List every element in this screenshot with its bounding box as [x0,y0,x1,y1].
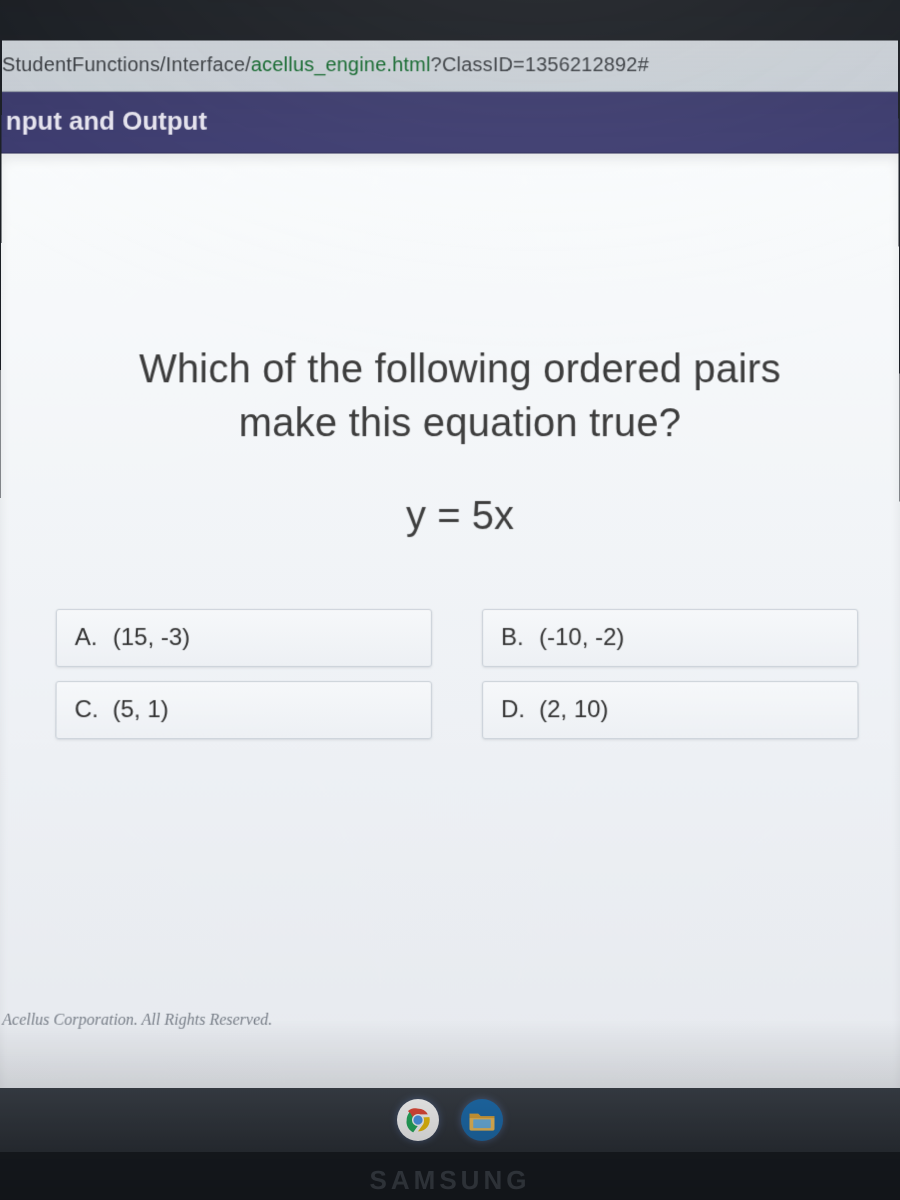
browser-address-bar[interactable]: StudentFunctions/Interface/acellus_engin… [2,40,898,92]
copyright-text: Acellus Corporation. All Rights Reserved… [2,1012,272,1030]
chrome-svg [401,1103,435,1137]
answer-text: (2, 10) [539,696,608,724]
answer-option-a[interactable]: A. (15, -3) [56,609,432,667]
url-path: StudentFunctions/Interface/ [2,54,251,76]
taskbar [0,1088,900,1152]
answer-option-b[interactable]: B. (-10, -2) [482,609,858,667]
question-line-2: make this equation true? [239,401,681,445]
url-text: StudentFunctions/Interface/acellus_engin… [2,54,649,77]
question-text: Which of the following ordered pairs mak… [56,342,863,450]
photo-frame: StudentFunctions/Interface/acellus_engin… [0,0,900,1200]
answer-option-d[interactable]: D. (2, 10) [482,681,859,739]
url-query: ?ClassID=1356212892# [431,54,649,76]
content-wrap: Which of the following ordered pairs mak… [0,154,900,1095]
question-line-1: Which of the following ordered pairs [139,347,781,391]
answer-text: (-10, -2) [539,624,624,652]
answer-letter: C. [74,696,102,724]
answer-letter: A. [75,624,103,652]
answer-letter: B. [501,624,529,652]
url-file: acellus_engine.html [251,54,431,76]
answer-text: (15, -3) [113,624,190,652]
answer-text: (5, 1) [113,696,169,724]
answer-grid: A. (15, -3) B. (-10, -2) C. (5, 1) D. (2… [55,609,864,739]
page-title: nput and Output [6,106,207,136]
page-header: nput and Output [2,92,899,154]
answer-letter: D. [501,696,529,724]
question-card: Which of the following ordered pairs mak… [0,154,900,1095]
equation-text: y = 5x [56,494,864,539]
file-explorer-icon[interactable] [461,1099,503,1141]
monitor-brand-label: SAMSUNG [0,1165,900,1196]
answer-option-c[interactable]: C. (5, 1) [55,681,432,739]
chrome-icon[interactable] [397,1099,439,1141]
folder-svg [467,1106,497,1134]
screen-area: StudentFunctions/Interface/acellus_engin… [0,40,900,1090]
